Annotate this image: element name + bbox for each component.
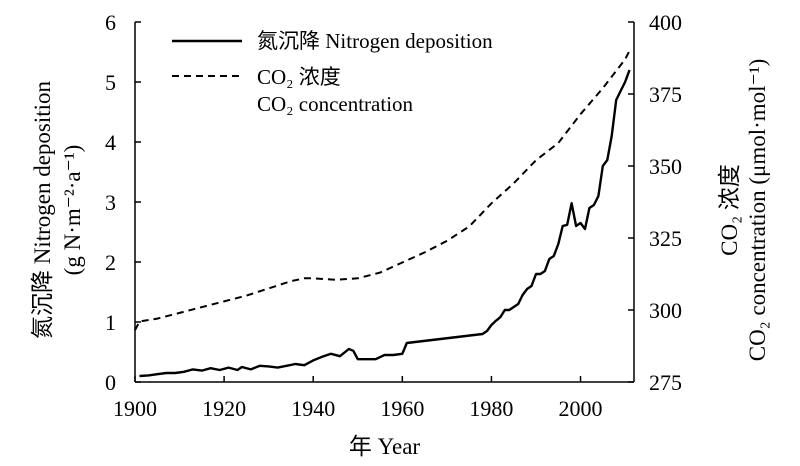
nitrogen-deposition-line (139, 69, 631, 378)
x-tick-label: 1940 (291, 396, 335, 421)
series-layer (134, 50, 631, 378)
y-left-tick-label: 1 (105, 310, 116, 335)
y-right-tick-label: 400 (649, 10, 682, 35)
y-right-axis-title-line1: CO₂ 浓度 (717, 164, 742, 256)
x-tick-label: 2000 (559, 396, 603, 421)
y-left-tick-label: 3 (105, 190, 116, 215)
y-right-tick-label: 275 (649, 370, 682, 395)
co2-concentration-line (134, 50, 631, 331)
legend-label-co2: CO₂ 浓度 (257, 65, 341, 89)
y-left-tick-label: 6 (105, 10, 116, 35)
y-left-tick-label: 4 (105, 130, 116, 155)
axis-labels: 年 Year 氮沉降 Nitrogen deposition (g N·m⁻²·a⁻… (30, 59, 770, 459)
y-right-tick-label: 375 (649, 82, 682, 107)
x-tick-label: 1960 (380, 396, 424, 421)
y-right-tick-label: 300 (649, 298, 682, 323)
y-left-tick-label: 5 (105, 70, 116, 95)
x-tick-label: 1900 (113, 396, 157, 421)
x-tick-label: 1920 (202, 396, 246, 421)
legend-label-nitrogen: 氮沉降 Nitrogen deposition (257, 29, 493, 53)
y-right-tick-label: 325 (649, 226, 682, 251)
y-left-axis-title-line1: 氮沉降 Nitrogen deposition (30, 80, 55, 339)
legend-label-co2-en: CO₂ concentration (257, 92, 414, 116)
x-tick-label: 1980 (469, 396, 513, 421)
x-axis-title: 年 Year (349, 434, 420, 459)
y-left-axis-title-line2: (g N·m⁻²·a⁻¹) (60, 145, 85, 276)
y-right-axis-title-line2: CO₂ concentration (μmol·mol⁻¹) (745, 59, 770, 362)
legend: 氮沉降 Nitrogen deposition CO₂ 浓度 CO₂ concent… (172, 29, 493, 116)
y-right-tick-label: 350 (649, 154, 682, 179)
y-left-tick-label: 2 (105, 250, 116, 275)
axes-layer: 1900 1920 1940 1960 1980 2000 0 1 2 3 4 5 6 275 300 325… (105, 10, 682, 421)
y-left-tick-label: 0 (105, 370, 116, 395)
